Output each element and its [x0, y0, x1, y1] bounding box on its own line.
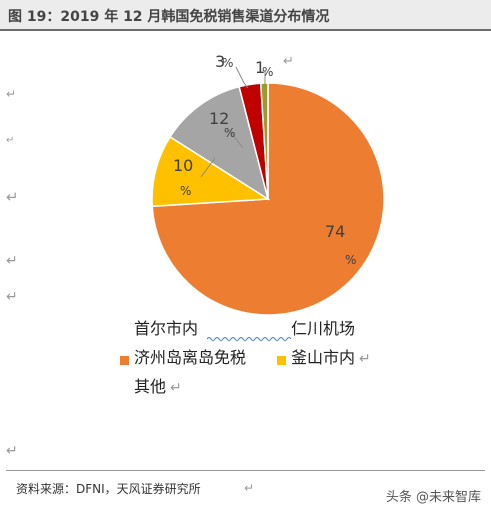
data-label-percent-1: % — [345, 253, 356, 267]
data-label-value-5: 1 — [255, 58, 265, 77]
legend-entry-incheon: 仁川机场 — [291, 319, 356, 338]
paragraph-mark-icon: ↵ — [359, 351, 371, 367]
legend-swatch-busan — [277, 356, 286, 365]
paragraph-mark-icon: ↵ — [6, 188, 19, 206]
data-label-value-4: 3 — [215, 52, 225, 71]
footer-divider — [6, 470, 485, 471]
paragraph-mark-icon: ↵ — [6, 135, 15, 146]
pie-slice-2 — [151, 135, 271, 208]
legend-entry-busan: 釜山市内 — [291, 348, 356, 367]
chart-title: 图 19：2019 年 12 月韩国免税销售渠道分布情况 — [8, 9, 330, 25]
paragraph-mark-icon: ↵ — [6, 443, 18, 459]
leader-line-2 — [200, 157, 216, 178]
watermark: 头条 @未来智库 — [385, 490, 481, 505]
legend-swatch-jeju — [120, 356, 129, 365]
pie-chart: 74%10%12%3% 1% — [151, 52, 385, 316]
data-label-percent-3: % — [224, 126, 235, 140]
legend-entry-seoul: 首尔市内 — [134, 319, 199, 338]
legend-entry-other: 其他 — [134, 377, 167, 396]
data-label-percent-2: % — [180, 184, 191, 198]
data-label-value-1: 74 — [325, 222, 345, 241]
pie-slice-5 — [259, 82, 269, 200]
source-note: 资料来源：DFNI，天风证券研究所 — [16, 482, 201, 496]
leader-line-4 — [235, 66, 249, 89]
spellcheck-squiggle — [207, 337, 292, 341]
data-label-value-2: 10 — [173, 156, 193, 175]
paragraph-mark-icon: ↵ — [244, 481, 255, 495]
legend-entry-jeju: 济州岛离岛免税 — [134, 348, 247, 367]
paragraph-mark-icon: ↵ — [6, 289, 18, 305]
paragraph-mark-icon: ↵ — [6, 253, 18, 269]
data-label-percent-4: % — [222, 56, 233, 70]
title-bar: 图 19：2019 年 12 月韩国免税销售渠道分布情况 — [0, 0, 491, 31]
paragraph-mark-icon: ↵ — [170, 380, 182, 396]
leader-line-3 — [228, 129, 244, 149]
data-label-value-3: 12 — [209, 109, 229, 128]
pie-slice-3 — [169, 85, 270, 201]
paragraph-mark-icon: ↵ — [283, 54, 294, 69]
paragraph-mark-icon: ↵ — [6, 87, 17, 101]
data-label-percent-5: % — [262, 65, 273, 79]
